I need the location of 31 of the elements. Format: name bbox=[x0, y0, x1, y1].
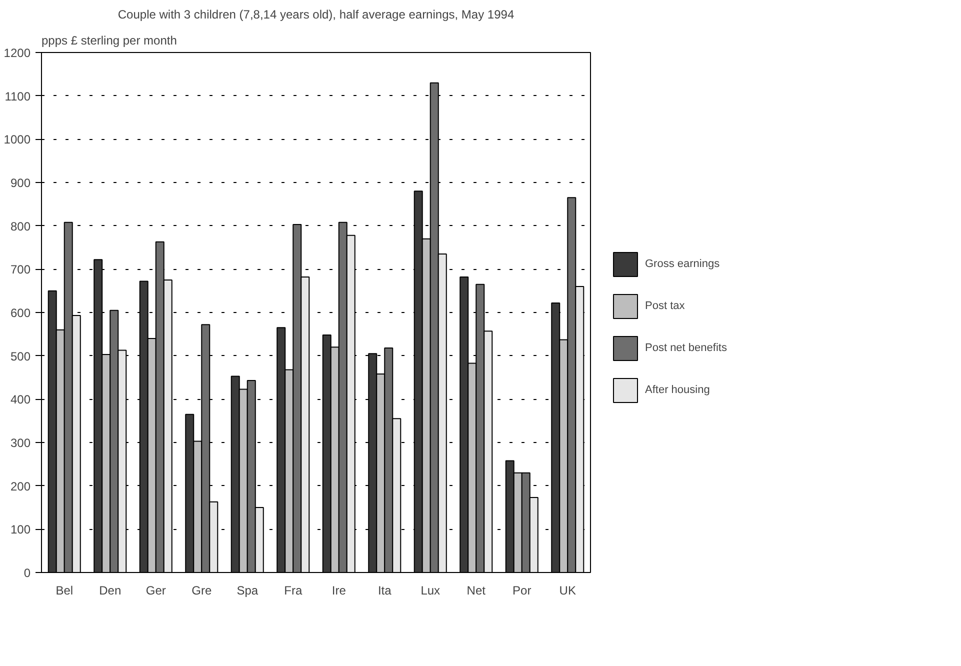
y-tick-label: 0 bbox=[24, 566, 31, 580]
x-tick-label: Bel bbox=[56, 584, 74, 598]
y-axis-title: ppps £ sterling per month bbox=[42, 34, 177, 48]
y-tick-label: 1100 bbox=[4, 89, 31, 104]
x-tick-label: Net bbox=[466, 584, 486, 598]
x-tick-label: Ger bbox=[146, 584, 166, 598]
y-tick-label: 400 bbox=[10, 392, 31, 407]
x-tick-label: Spa bbox=[236, 584, 258, 598]
legend-label: After housing bbox=[645, 384, 710, 396]
x-tick-label: Lux bbox=[420, 584, 440, 598]
y-tick-label: 600 bbox=[10, 306, 31, 320]
x-tick-label: Ire bbox=[332, 584, 346, 598]
y-tick-label: 1200 bbox=[4, 46, 31, 60]
x-tick-label: UK bbox=[559, 584, 576, 598]
x-tick-label: Por bbox=[512, 584, 532, 598]
y-tick-label: 300 bbox=[10, 436, 31, 450]
y-tick-label: 200 bbox=[10, 479, 31, 494]
y-tick-label: 900 bbox=[10, 176, 31, 190]
chart-title: Couple with 3 children (7,8,14 years old), half average earnings, May 1994 bbox=[118, 8, 514, 22]
y-tick-label: 700 bbox=[10, 262, 31, 277]
legend-label: Post net benefits bbox=[645, 342, 727, 354]
x-tick-label: Fra bbox=[284, 584, 302, 598]
y-tick-label: 500 bbox=[10, 349, 31, 364]
x-tick-label: Gre bbox=[192, 584, 212, 598]
legend-label: Gross earnings bbox=[645, 258, 720, 270]
y-tick-label: 100 bbox=[10, 522, 31, 537]
x-tick-label: Ita bbox=[378, 584, 392, 598]
x-tick-label: Den bbox=[99, 584, 122, 598]
legend-label: Post tax bbox=[645, 300, 685, 312]
y-tick-label: 1000 bbox=[4, 132, 31, 147]
y-tick-label: 800 bbox=[10, 219, 31, 234]
